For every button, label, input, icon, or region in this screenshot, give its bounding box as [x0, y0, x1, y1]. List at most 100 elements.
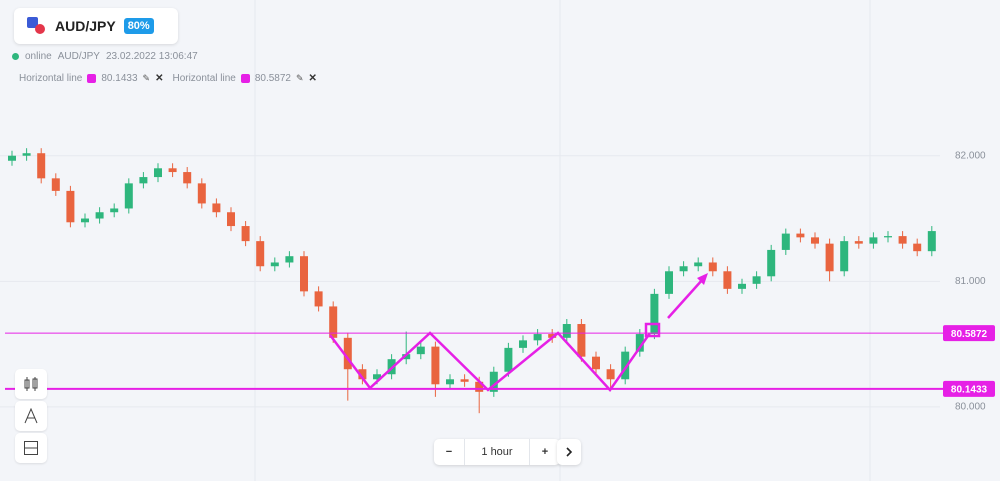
entry-box [644, 322, 661, 338]
drawing-tool[interactable] [15, 401, 47, 431]
candle-body [635, 334, 644, 352]
candle-body [212, 203, 221, 213]
status-time: 23.02.2022 13:06:47 [105, 51, 198, 62]
price-label: 80.1433 [951, 385, 988, 396]
arrow-head [697, 273, 708, 285]
candle-body [460, 379, 469, 382]
edit-icon[interactable]: ✎ [142, 73, 151, 83]
legend-swatch [87, 74, 97, 83]
candle-body [840, 241, 849, 272]
candle-body [139, 177, 148, 184]
remove-icon[interactable]: ✕ [155, 73, 164, 84]
candle-body [37, 153, 46, 179]
candle-body [358, 369, 367, 380]
candle-body [650, 293, 659, 335]
zigzag [329, 331, 652, 392]
candle-body [300, 256, 308, 292]
status-line: online AUD/JPY 23.02.2022 13:06:47 [12, 51, 198, 62]
candle-body [665, 271, 673, 294]
candle-body [197, 183, 206, 204]
candle-body [752, 276, 761, 284]
candle-body [227, 212, 235, 227]
price-label-bg [943, 325, 995, 342]
arrow-shaft [667, 278, 704, 319]
candle-body [606, 369, 615, 380]
candle-body [519, 340, 527, 348]
drawings-legend: Horizontal line 80.1433 ✎ ✕ Horizontal line 8… [19, 73, 321, 84]
asset-icon [27, 17, 45, 35]
status-pair: AUD/JPY [57, 51, 100, 62]
candle-body [124, 183, 133, 209]
timeframe-label[interactable]: 1 hour [481, 446, 513, 458]
candle-body [898, 236, 907, 244]
candle-body [694, 262, 703, 267]
price-label: 80.5872 [951, 329, 988, 340]
candle-body [825, 243, 834, 272]
legend-name: Horizontal line [19, 73, 83, 84]
candle-body [562, 324, 571, 338]
candle-body [869, 237, 878, 244]
candle-body [329, 306, 338, 338]
candle-body [475, 381, 484, 392]
price-label-bg [943, 380, 995, 397]
candle-body [431, 346, 440, 385]
candle-body [504, 347, 513, 372]
pattern-drawing [329, 273, 708, 392]
y-tick-label: 82.000 [955, 150, 986, 161]
candle-body [154, 168, 162, 178]
edit-icon[interactable]: ✎ [296, 73, 304, 83]
candle-body [592, 356, 600, 370]
candle-body [110, 208, 119, 213]
candle-body [22, 153, 31, 156]
online-dot [12, 53, 19, 60]
candle-body [81, 218, 89, 223]
candle-body [548, 334, 557, 338]
candle-body [66, 190, 75, 223]
candle-body [577, 324, 586, 357]
candle-body [343, 337, 352, 370]
zoom-in-button[interactable]: + [529, 439, 560, 465]
candle-body [285, 256, 294, 263]
legend-swatch [240, 74, 250, 83]
candle-body [489, 371, 498, 392]
legend-value: 80.5872 [254, 73, 291, 84]
candle-body [8, 155, 16, 161]
tool-panel [15, 369, 47, 465]
candle-body [913, 243, 922, 252]
candles-tool[interactable] [15, 369, 47, 399]
asset-card[interactable]: AUD/JPY 80% [14, 8, 178, 44]
zoom-out-button[interactable]: − [434, 439, 465, 465]
candle-body [95, 212, 104, 219]
candle-body [533, 334, 542, 341]
candle-body [679, 266, 688, 272]
remove-icon[interactable]: ✕ [308, 73, 317, 84]
candle-body [927, 231, 936, 252]
candle-body [402, 354, 411, 360]
candle-body [738, 283, 746, 289]
candle-body [416, 346, 425, 355]
layout-tool[interactable] [15, 433, 47, 463]
candle-body [256, 241, 265, 267]
candle-body [781, 233, 790, 250]
candle-body [811, 237, 819, 244]
vertical-grid [254, 0, 871, 481]
y-tick-label: 81.000 [955, 276, 986, 287]
candle-body [241, 226, 250, 242]
candle-body [884, 236, 892, 238]
candle-body [373, 374, 381, 380]
candle-body [708, 262, 717, 272]
candle-body [446, 379, 454, 385]
candle-body [767, 249, 776, 277]
timeframe-control: − 1 hour + [434, 439, 560, 465]
next-button[interactable] [557, 439, 581, 465]
status-state: online [25, 51, 52, 62]
candle-body [854, 241, 863, 244]
candle-body [51, 178, 60, 191]
legend-name: Horizontal line [172, 73, 236, 84]
candle-body [723, 271, 732, 289]
candle-body [168, 168, 177, 173]
candle-body [621, 351, 630, 380]
candle-body [270, 262, 279, 267]
